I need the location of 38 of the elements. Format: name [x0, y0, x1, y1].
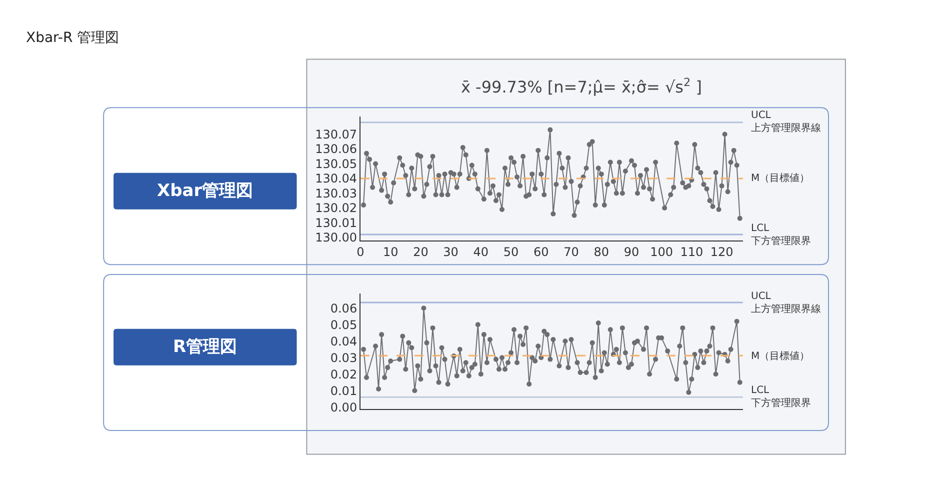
ref-line-label: UCL 上方管理限界線: [751, 110, 821, 134]
x-tick-label: 30: [443, 244, 458, 259]
text: Xbar-R 管理図: [26, 30, 120, 46]
x-tick-label: 70: [564, 244, 579, 259]
ref-line-label: LCL 下方管理限界: [751, 385, 811, 409]
chart-subtitle: x̄ -99.73% [n=7;μ̂= x̄;σ̂= √s$^{2}$ ]: [461, 76, 702, 97]
x-tick-label: 120: [710, 244, 734, 259]
y-tick-label: 0.02: [330, 367, 358, 382]
x-tick-label: 80: [594, 244, 609, 259]
y-tick-label: 130.00: [315, 230, 358, 245]
y-tick-label: 130.03: [315, 186, 358, 200]
x-tick-label: 60: [533, 244, 549, 259]
x-tick-label: 10: [382, 244, 398, 259]
ref-line-label: M（目標値）: [751, 350, 810, 362]
y-tick-label: 130.04: [315, 172, 358, 186]
x-tick-label: 0: [356, 244, 364, 259]
x-tick-label: 90: [624, 244, 640, 259]
y-tick-label: 130.01: [315, 216, 358, 230]
ref-line-label: LCL 下方管理限界: [751, 223, 811, 247]
ref-line-label: UCL 上方管理限界線: [751, 291, 821, 315]
y-tick-label: 130.06: [315, 142, 358, 156]
y-tick-label: 0.00: [330, 400, 358, 414]
text: R管理図: [173, 337, 238, 357]
x-tick-label: 100: [650, 244, 674, 259]
x-tick-label: 50: [503, 244, 519, 259]
y-tick-label: 130.05: [315, 156, 358, 171]
ref-line-label: M（目標値）: [751, 172, 810, 184]
y-tick-label: 0.03: [330, 350, 358, 365]
x-tick-label: 40: [473, 244, 489, 259]
text: Xbar管理図: [157, 181, 254, 201]
x-tick-label: 110: [680, 244, 704, 259]
y-tick-label: 130.02: [315, 201, 358, 216]
y-tick-label: 0.06: [330, 301, 358, 316]
y-tick-label: 0.04: [330, 334, 358, 348]
x-tick-label: 20: [413, 244, 428, 259]
y-tick-label: 0.01: [330, 384, 358, 398]
y-tick-label: 130.07: [315, 127, 358, 142]
y-tick-label: 0.05: [330, 318, 358, 332]
